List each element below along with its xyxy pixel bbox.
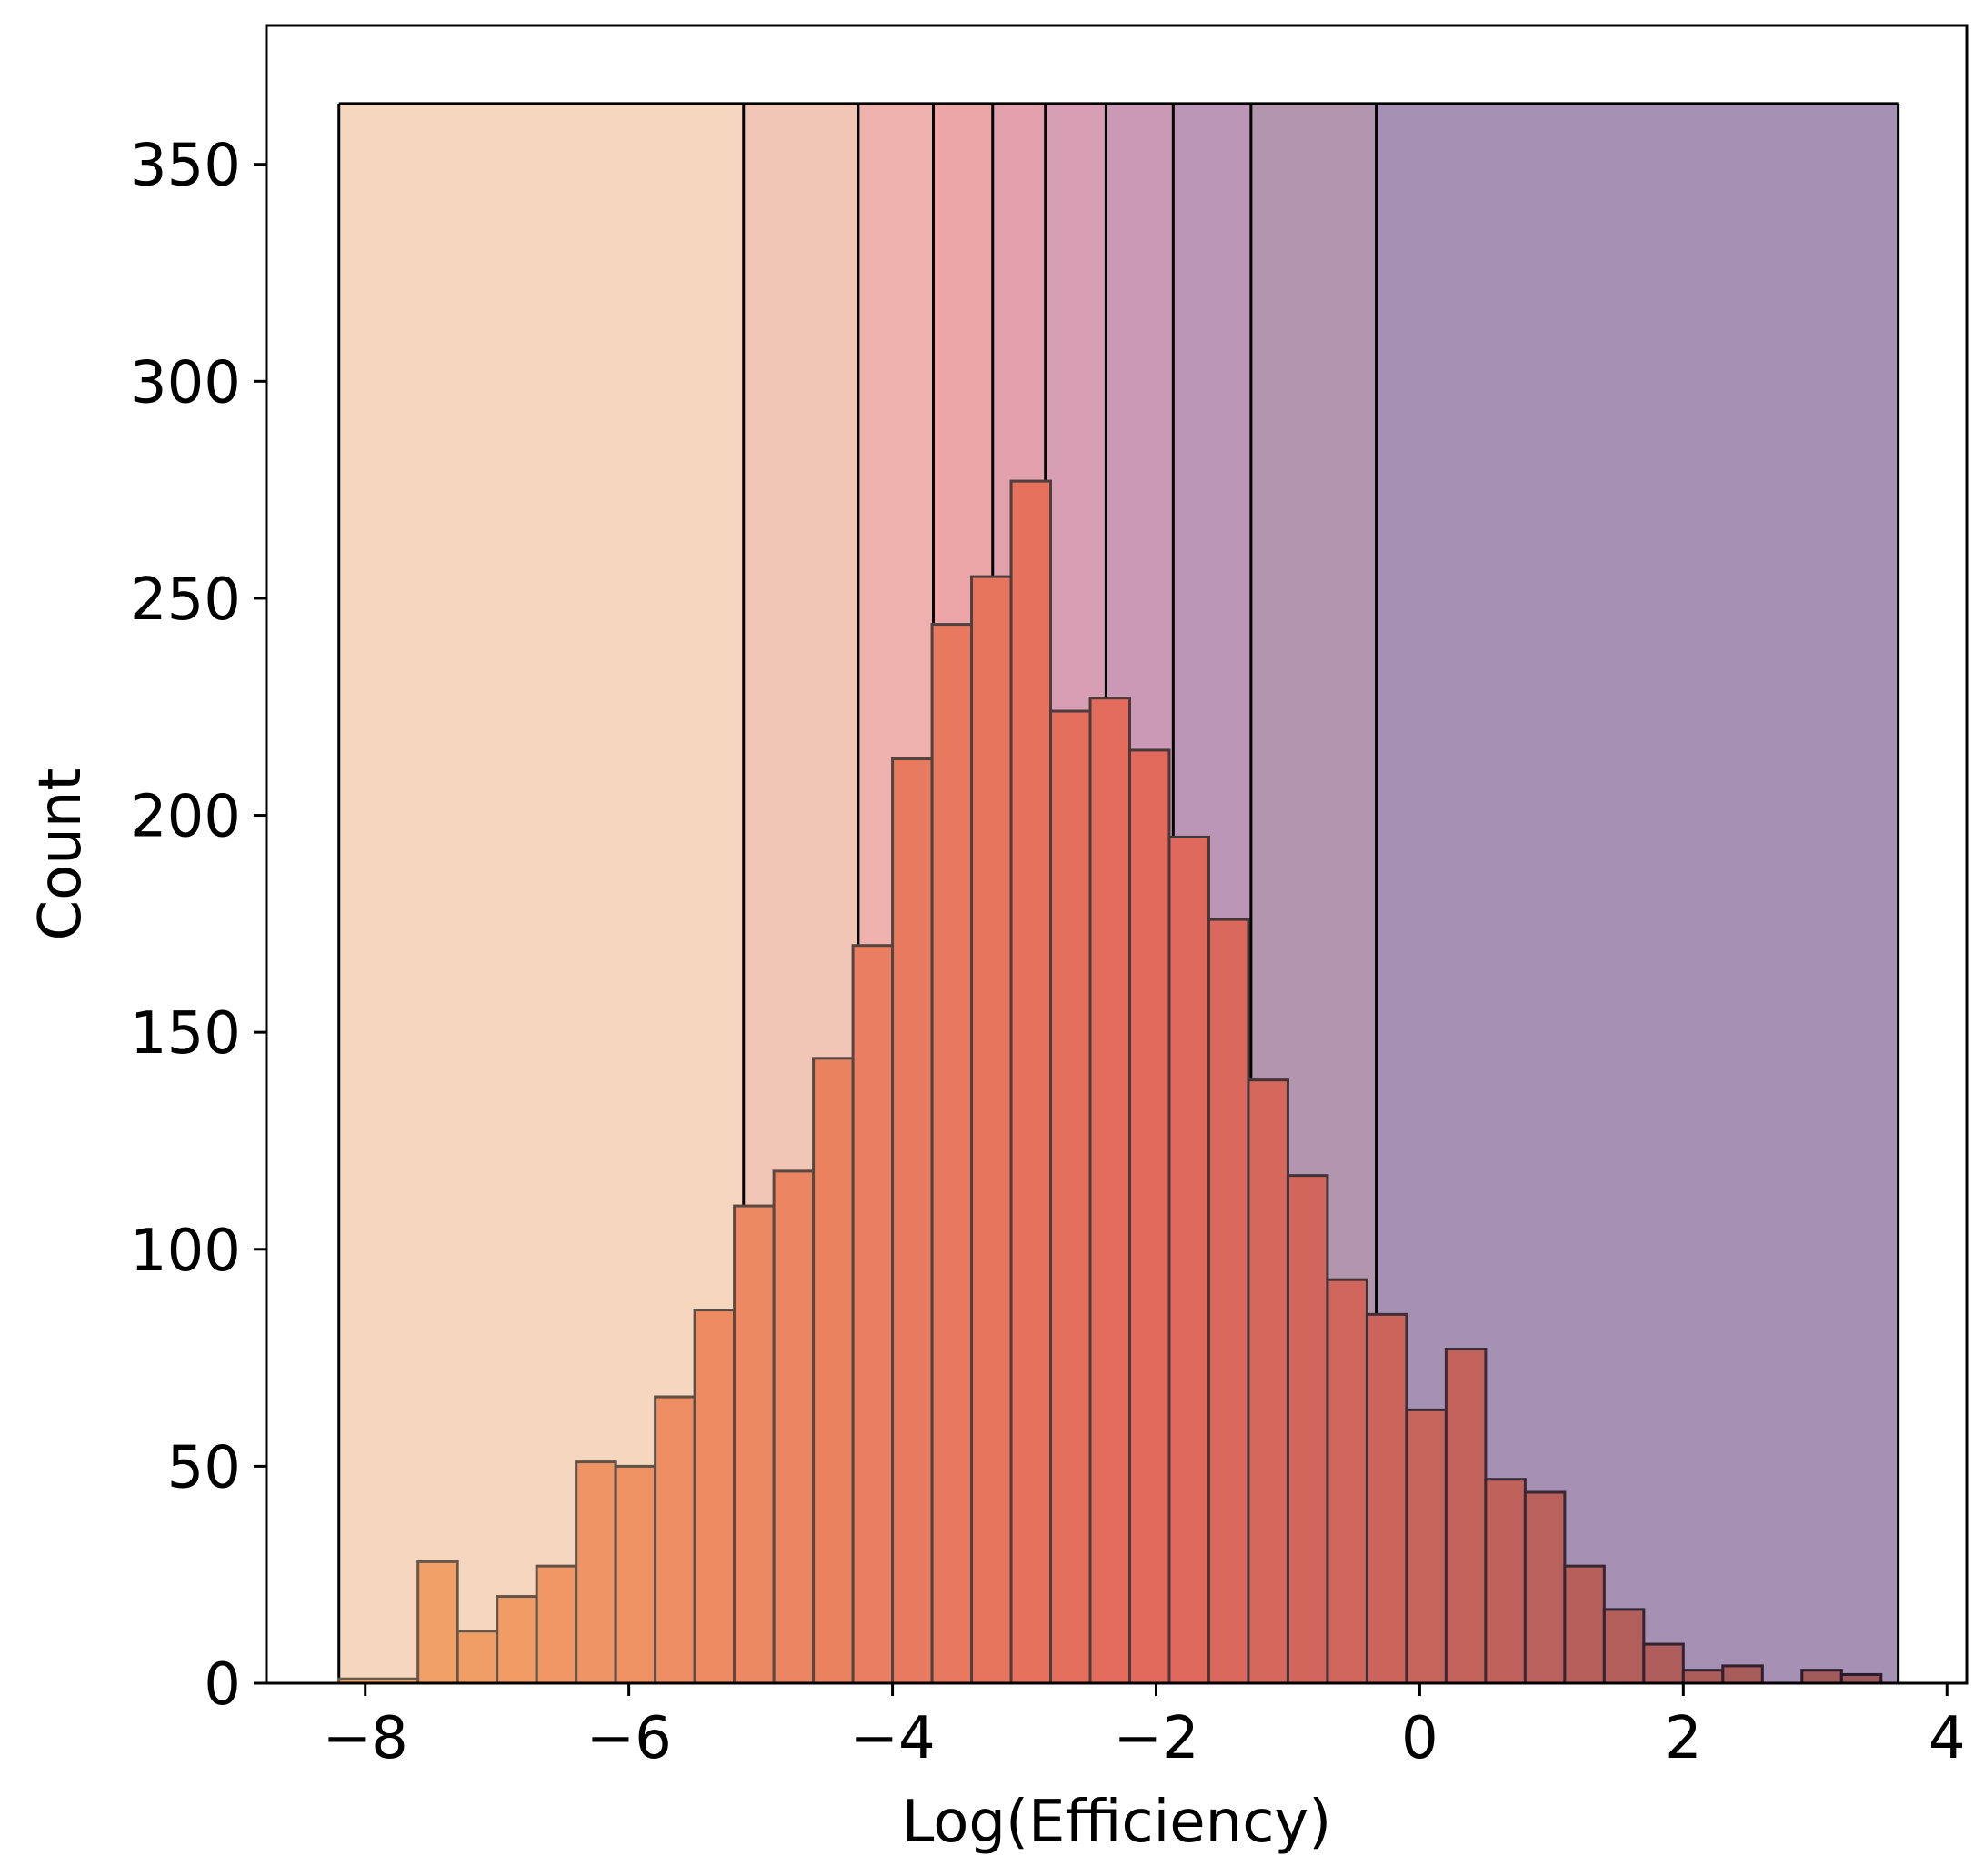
x-tick-label: 4 xyxy=(1929,1705,1966,1772)
plot-frame xyxy=(265,24,1969,1685)
y-tick-label: 350 xyxy=(130,133,241,200)
x-axis-ticks: −8 −6 −4 −2 0 2 4 xyxy=(323,1683,1966,1772)
histogram-bar xyxy=(891,757,934,1685)
x-tick-label: −4 xyxy=(849,1705,935,1772)
histogram-bar xyxy=(1247,1078,1289,1685)
histogram-bar xyxy=(1523,1490,1567,1685)
histogram-bar xyxy=(1009,479,1053,1685)
y-tick-label: 300 xyxy=(130,349,241,416)
y-tick-label: 50 xyxy=(167,1434,241,1501)
histogram-bar xyxy=(1207,918,1250,1685)
histogram-bar xyxy=(1088,697,1131,1685)
x-axis-label: Log(Efficiency) xyxy=(902,1789,1332,1856)
y-tick-label: 250 xyxy=(130,567,241,634)
histogram-bar xyxy=(1167,835,1210,1685)
y-axis-label: Count xyxy=(27,767,95,940)
histogram-bar xyxy=(654,1395,696,1685)
histogram-bar xyxy=(1484,1478,1527,1685)
x-tick-label: −2 xyxy=(1113,1705,1198,1772)
x-tick-label: −8 xyxy=(323,1705,408,1772)
histogram-bar xyxy=(1800,1669,1843,1685)
histogram-bar xyxy=(575,1460,617,1685)
histogram-bar xyxy=(1326,1278,1368,1685)
histogram-bar xyxy=(772,1169,816,1685)
histogram-bar xyxy=(1405,1408,1448,1685)
histogram-bar xyxy=(1127,748,1171,1685)
y-axis-ticks: 0 50 100 150 200 250 300 350 xyxy=(130,133,266,1719)
histogram-bar xyxy=(416,1560,459,1685)
histogram-bar xyxy=(1563,1564,1606,1685)
y-tick-label: 0 xyxy=(204,1651,241,1719)
histogram-bar xyxy=(1642,1642,1685,1685)
x-tick-label: 2 xyxy=(1665,1705,1702,1772)
x-tick-label: 0 xyxy=(1401,1705,1438,1772)
histogram-bar xyxy=(1365,1312,1408,1685)
histogram-bar xyxy=(1049,709,1092,1685)
histogram-bar xyxy=(1721,1664,1764,1685)
histogram-bar xyxy=(733,1204,776,1685)
histogram-bar xyxy=(693,1309,736,1685)
y-tick-label: 100 xyxy=(130,1218,241,1285)
histogram-bar xyxy=(1286,1174,1329,1685)
histogram-bar xyxy=(851,944,895,1685)
histogram-bar xyxy=(1444,1348,1488,1685)
histogram-bar xyxy=(496,1595,538,1685)
histogram-bar xyxy=(614,1464,657,1685)
y-tick-label: 150 xyxy=(130,1000,241,1068)
x-tick-label: −6 xyxy=(586,1705,671,1772)
histogram-bar xyxy=(535,1564,578,1685)
y-tick-label: 200 xyxy=(130,784,241,851)
histogram-bar xyxy=(456,1630,499,1685)
histogram-bar xyxy=(1681,1669,1725,1685)
histogram-bar xyxy=(812,1057,855,1685)
histogram-bar xyxy=(970,575,1013,1685)
histogram-bar xyxy=(1602,1608,1646,1685)
histogram-bar xyxy=(930,623,974,1685)
